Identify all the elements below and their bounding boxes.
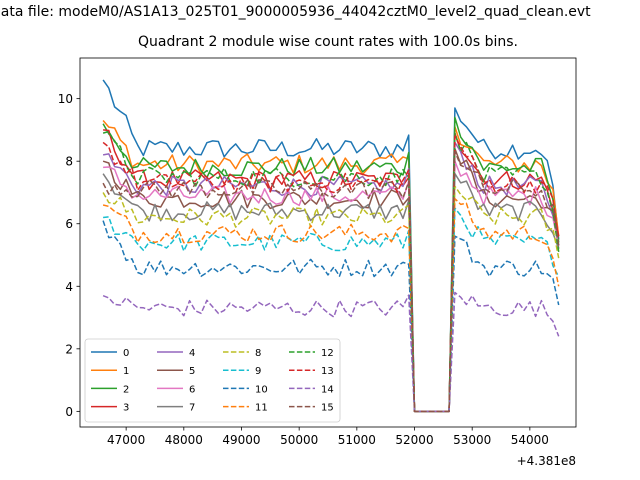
series-line-0 bbox=[102, 79, 560, 413]
y-tick-label: 4 bbox=[65, 280, 73, 294]
legend-label-7: 7 bbox=[189, 403, 195, 414]
series-line-14 bbox=[102, 291, 560, 413]
y-tick-label: 2 bbox=[65, 342, 73, 356]
legend-box bbox=[84, 338, 341, 423]
series-line-10 bbox=[102, 220, 560, 413]
legend-label-13: 13 bbox=[321, 366, 334, 377]
x-tick-label: 47000 bbox=[107, 433, 145, 447]
series-line-11 bbox=[102, 197, 560, 413]
legend-label-10: 10 bbox=[255, 384, 268, 395]
axes-frame bbox=[79, 57, 577, 428]
x-tick-label: 50000 bbox=[280, 433, 318, 447]
y-tick-label: 8 bbox=[65, 155, 73, 169]
legend-label-9: 9 bbox=[255, 366, 261, 377]
legend-label-14: 14 bbox=[321, 384, 334, 395]
series-line-8 bbox=[102, 185, 560, 413]
legend-label-8: 8 bbox=[255, 348, 261, 359]
series-line-4 bbox=[102, 141, 560, 413]
legend-label-2: 2 bbox=[123, 384, 129, 395]
legend-label-4: 4 bbox=[189, 348, 195, 359]
legend-label-12: 12 bbox=[321, 348, 334, 359]
series-line-12 bbox=[102, 130, 560, 413]
x-tick-label: 48000 bbox=[165, 433, 203, 447]
y-tick-label: 6 bbox=[65, 217, 73, 231]
series-line-5 bbox=[102, 147, 560, 413]
x-tick-label: 53000 bbox=[453, 433, 491, 447]
series-line-15 bbox=[102, 151, 560, 413]
legend-label-6: 6 bbox=[189, 384, 195, 395]
legend-label-3: 3 bbox=[123, 403, 129, 414]
chart-title: Quadrant 2 module wise count rates with … bbox=[138, 34, 518, 50]
series-line-2 bbox=[102, 116, 560, 413]
legend-label-15: 15 bbox=[321, 403, 334, 414]
series-line-7 bbox=[102, 172, 560, 413]
figure-suptitle: Data file: modeM0/AS1A13_025T01_90000059… bbox=[0, 4, 591, 20]
y-tick-label: 10 bbox=[58, 92, 73, 106]
legend-label-0: 0 bbox=[123, 348, 129, 359]
series-line-13 bbox=[102, 135, 560, 413]
x-offset-label: +4.381e8 bbox=[517, 454, 576, 468]
legend-label-1: 1 bbox=[123, 366, 129, 377]
legend-label-11: 11 bbox=[255, 403, 268, 414]
x-tick-label: 54000 bbox=[511, 433, 549, 447]
x-tick-label: 52000 bbox=[395, 433, 433, 447]
series-line-9 bbox=[103, 207, 560, 413]
x-tick-label: 51000 bbox=[338, 433, 376, 447]
legend-label-5: 5 bbox=[189, 366, 195, 377]
y-tick-label: 0 bbox=[65, 405, 73, 419]
x-tick-label: 49000 bbox=[222, 433, 260, 447]
